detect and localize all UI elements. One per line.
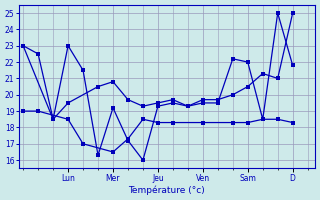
X-axis label: Température (°c): Température (°c): [129, 186, 205, 195]
